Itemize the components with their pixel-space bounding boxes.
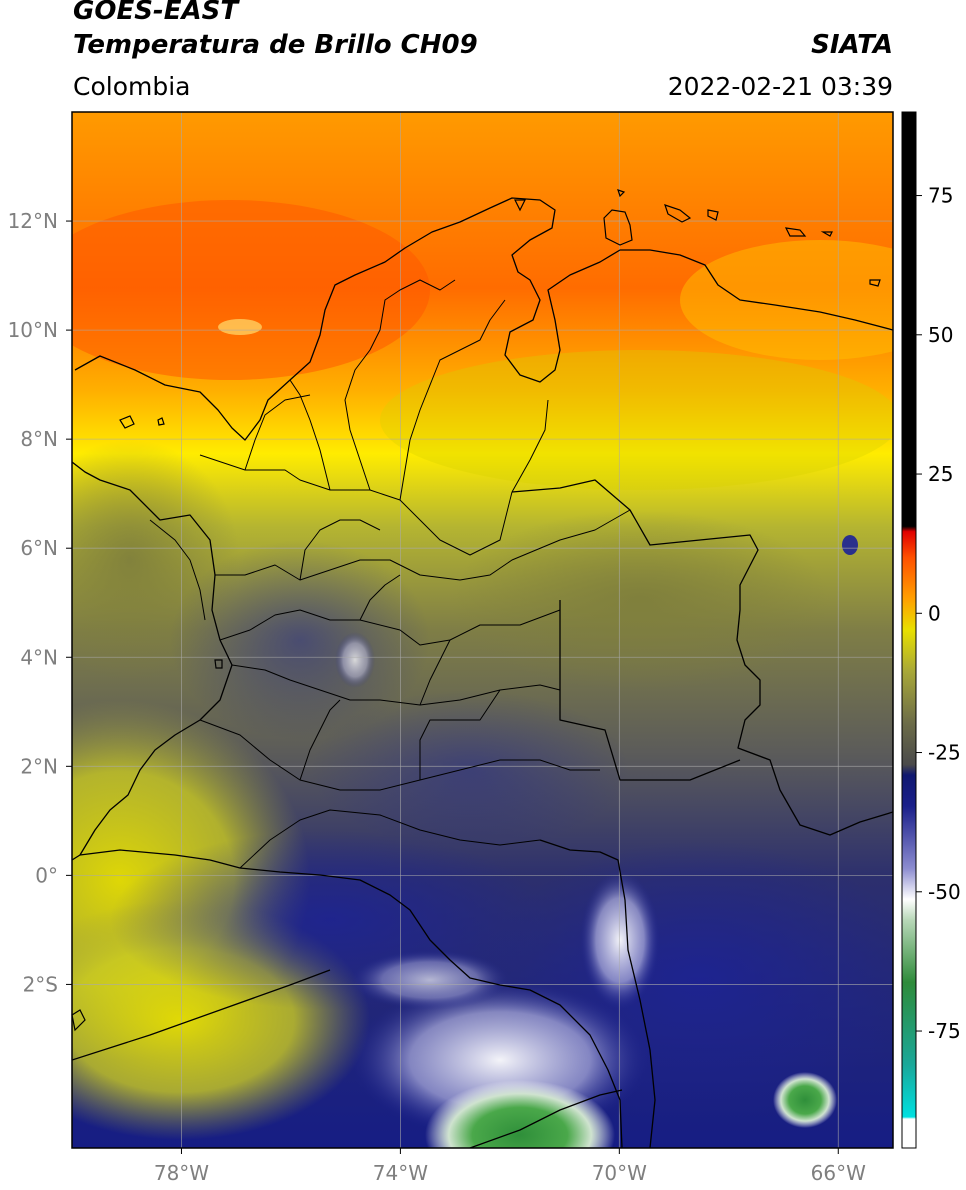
lat-tick-label: 10°N <box>8 318 58 342</box>
islands-outline <box>71 189 881 1032</box>
colorbar-ramp <box>902 112 916 1148</box>
colorbar-ticks: 75 50 25 0 -25 -50 -75 <box>916 184 961 1043</box>
map-frame <box>71 111 894 1149</box>
colorbar-tick-label: -50 <box>928 880 961 904</box>
lat-tick-label: 2°S <box>23 972 58 996</box>
lat-tick-label: 2°N <box>20 754 58 778</box>
lat-tick-label: 12°N <box>8 209 58 233</box>
colorbar-tick-label: 25 <box>928 462 953 486</box>
lat-tick-label: 4°N <box>20 645 58 669</box>
longitude-axis: 78°W 74°W 70°W 66°W <box>154 1148 866 1185</box>
boundary-colombia-ecuador <box>79 849 623 1148</box>
timestamp-label: 2022-02-21 03:39 <box>667 72 893 101</box>
lat-tick-label: 0° <box>35 863 58 887</box>
colorbar-tick-label: 75 <box>928 184 953 208</box>
latitude-axis: 12°N 10°N 8°N 6°N 4°N 2°N 0° 2°S <box>8 209 72 996</box>
boundary-peru-ecuador <box>72 969 331 1061</box>
colorbar-tick-label: 0 <box>928 601 941 625</box>
coastline-caribbean <box>74 197 893 441</box>
map-title-satellite: GOES-EAST <box>73 0 239 26</box>
boundary-internal-east <box>559 600 741 781</box>
colorbar-tick-label: 50 <box>928 323 953 347</box>
lat-tick-label: 8°N <box>20 427 58 451</box>
region-label: Colombia <box>73 72 191 101</box>
boundary-brazil-peru <box>469 1089 623 1148</box>
colorbar-frame <box>901 111 917 1149</box>
lat-tick-label: 6°N <box>20 536 58 560</box>
lon-tick-label: 74°W <box>373 1161 428 1185</box>
colorbar-tick-label: -75 <box>928 1019 961 1043</box>
brand-label: SIATA <box>811 30 893 60</box>
department-boundaries <box>149 279 631 869</box>
lon-tick-label: 66°W <box>811 1161 866 1185</box>
lon-tick-label: 78°W <box>154 1161 209 1185</box>
boundary-colombia-brazil <box>539 839 656 1148</box>
colorbar-tick-label: -25 <box>928 741 961 765</box>
colorbar: 75 50 25 0 -25 -50 -75 <box>901 111 961 1149</box>
brightness-temperature-imagery <box>72 112 893 1148</box>
lon-tick-label: 70°W <box>592 1161 647 1185</box>
boundary-colombia-venezuela <box>511 479 893 836</box>
map-title-product: Temperatura de Brillo CH09 <box>73 30 478 60</box>
